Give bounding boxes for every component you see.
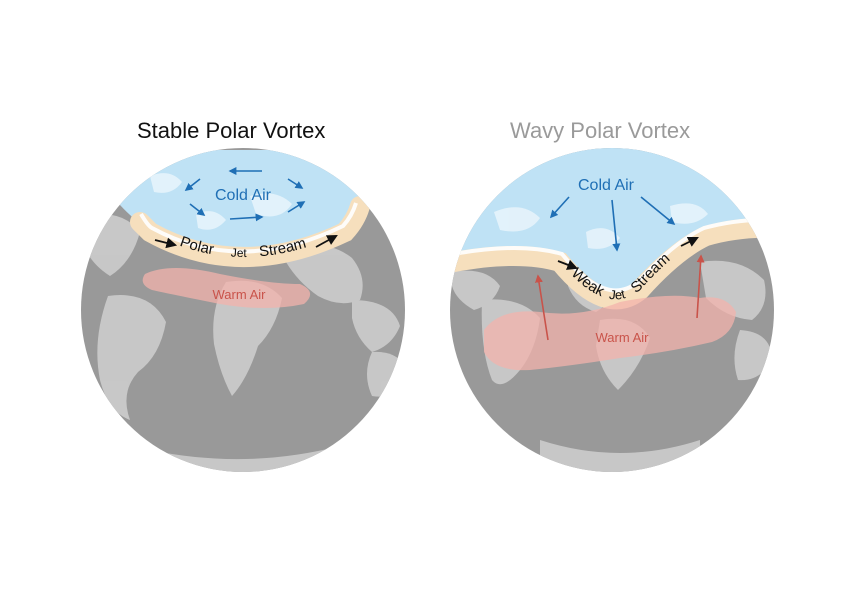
stable-warm-air-region bbox=[142, 268, 311, 308]
stable-vortex-title: Stable Polar Vortex bbox=[137, 118, 326, 143]
wavy-vortex-title: Wavy Polar Vortex bbox=[510, 118, 691, 143]
stable-jet-stream-edge bbox=[139, 202, 358, 254]
cold-circulation-arrow bbox=[287, 201, 306, 213]
cold-circulation-arrow bbox=[229, 213, 264, 222]
wavy-jet-stream-edge bbox=[453, 217, 774, 293]
warm-rise-arrow bbox=[696, 254, 705, 319]
wavy-cold-air-clouds bbox=[494, 203, 708, 249]
wavy-jet-stream-band bbox=[450, 217, 774, 310]
wavy-vortex-globe: Cold Air Warm Air Weak Jet Stream bbox=[450, 148, 774, 472]
stable-jet-arrow-start bbox=[154, 237, 178, 249]
wavy-warm-air-label: Warm Air bbox=[596, 330, 650, 345]
cold-descent-arrow bbox=[611, 199, 621, 252]
wavy-jet-word-jet: Jet bbox=[608, 286, 627, 302]
wavy-cold-air-label: Cold Air bbox=[578, 177, 635, 194]
wavy-cold-air-region bbox=[450, 148, 774, 300]
cold-circulation-arrow bbox=[287, 178, 304, 189]
cold-descent-arrow bbox=[640, 196, 676, 226]
wavy-cold-air-arrows bbox=[549, 196, 676, 252]
wavy-jet-arrow-end bbox=[680, 237, 699, 247]
stable-jet-word-jet: Jet bbox=[231, 246, 248, 260]
stable-jet-stream-band bbox=[130, 196, 370, 267]
stable-cold-air-label: Cold Air bbox=[215, 187, 272, 204]
stable-jet-arrow-end bbox=[315, 234, 338, 248]
warm-rise-arrow bbox=[535, 274, 549, 341]
stable-cold-air-arrows bbox=[184, 167, 306, 222]
wavy-warm-air-region bbox=[484, 295, 736, 371]
cold-circulation-arrow bbox=[184, 178, 201, 191]
stable-vortex-globe: Cold Air Warm Air Polar Jet Stream bbox=[81, 148, 405, 472]
cold-descent-arrow bbox=[549, 196, 570, 219]
wavy-jet-arrow-start bbox=[557, 259, 579, 270]
wavy-warm-air-arrows bbox=[535, 254, 705, 341]
stable-warm-air-label: Warm Air bbox=[213, 287, 267, 302]
cold-circulation-arrow bbox=[189, 203, 206, 216]
stable-cold-air-region bbox=[120, 150, 370, 257]
